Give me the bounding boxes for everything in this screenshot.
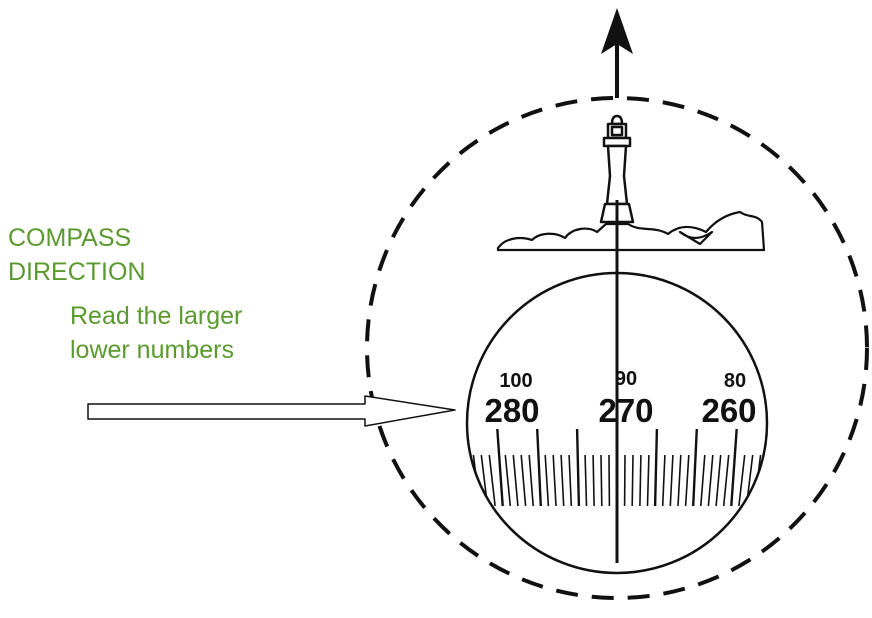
label-compass: COMPASS [8,222,131,255]
dial-major-tick [457,429,464,506]
dial-lower-number-center: 270 [598,392,653,429]
note-line-1: Read the larger [70,300,242,333]
dial-minor-tick [601,455,602,506]
dial-lower-number-right: 260 [701,392,756,429]
dial-upper-number-left: 100 [499,370,532,392]
dial-lower-number-left: 280 [484,392,539,429]
note-line-2: lower numbers [70,334,234,367]
up-arrow-icon [601,8,633,98]
dial-minor-tick [640,455,641,506]
dial-minor-tick [632,455,633,506]
dial-major-tick [769,429,776,506]
label-direction: DIRECTION [8,256,146,289]
dial-upper-number-right: 80 [724,370,746,392]
right-arrow-icon [88,396,455,426]
dial-minor-tick [593,455,594,506]
